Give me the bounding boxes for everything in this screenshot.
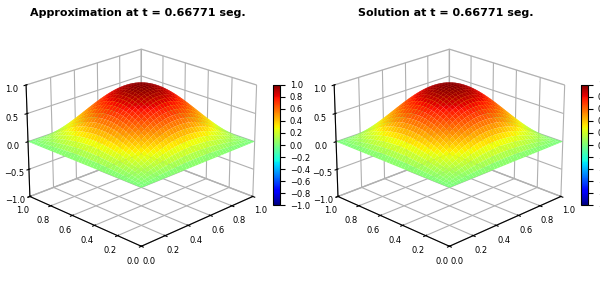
Title: Approximation at t = 0.66771 seg.: Approximation at t = 0.66771 seg.	[30, 8, 246, 18]
Title: Solution at t = 0.66771 seg.: Solution at t = 0.66771 seg.	[358, 8, 534, 18]
